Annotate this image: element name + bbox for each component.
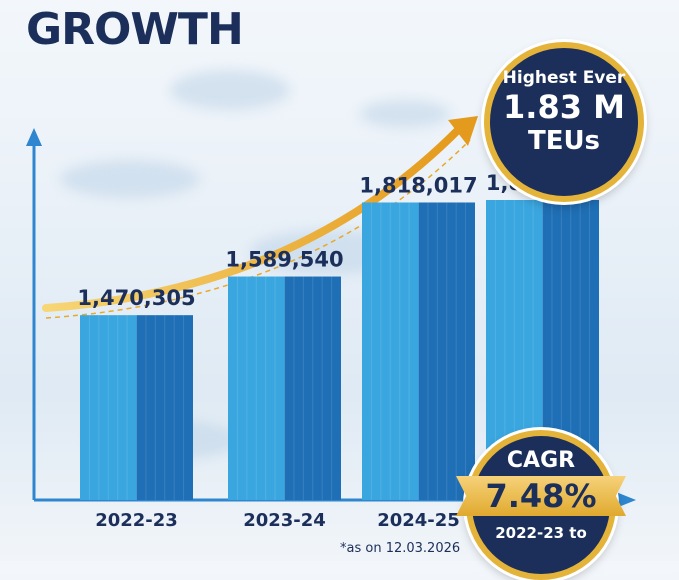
footnote: *as on 12.03.2026 [340, 541, 461, 556]
bar-2 [228, 276, 341, 500]
value-label-2: 1,589,540 [225, 248, 343, 272]
bar-dark-face [418, 202, 475, 500]
cagr-label: CAGR [506, 448, 576, 473]
bar-light-face [80, 315, 137, 500]
value-label-1: 1,470,305 [77, 286, 195, 310]
category-label-2: 2023-24 [243, 510, 326, 531]
cagr-period: 2022-23 to [495, 524, 587, 542]
growth-trend-arrow [42, 124, 464, 312]
badge-line2: 1.83 M [503, 88, 625, 126]
bar-light-face [362, 202, 419, 500]
value-label-3: 1,818,017 [359, 173, 477, 197]
growth-trend-dashed-line [45, 139, 471, 319]
category-label-3: 2024-25 [377, 510, 460, 531]
highest-ever-badge: Highest Ever 1.83 M TEUs [484, 42, 644, 202]
badge-line3: TEUs [527, 126, 601, 156]
bar-dark-face [136, 315, 193, 500]
x-axis-arrow-icon [616, 492, 636, 508]
page-title: GROWTH [26, 4, 244, 55]
cagr-badge: CAGR 7.48% 2022-23 to [456, 430, 626, 580]
bar-dark-face [284, 276, 341, 500]
badge-line1: Highest Ever [502, 68, 626, 88]
bar-light-face [228, 276, 285, 500]
growth-arrow-head-icon [448, 116, 478, 146]
bar-1 [80, 315, 193, 500]
y-axis-arrow-icon [26, 128, 42, 146]
bar-3 [362, 202, 475, 500]
category-label-1: 2022-23 [95, 510, 178, 531]
cagr-value: 7.48% [456, 476, 626, 516]
